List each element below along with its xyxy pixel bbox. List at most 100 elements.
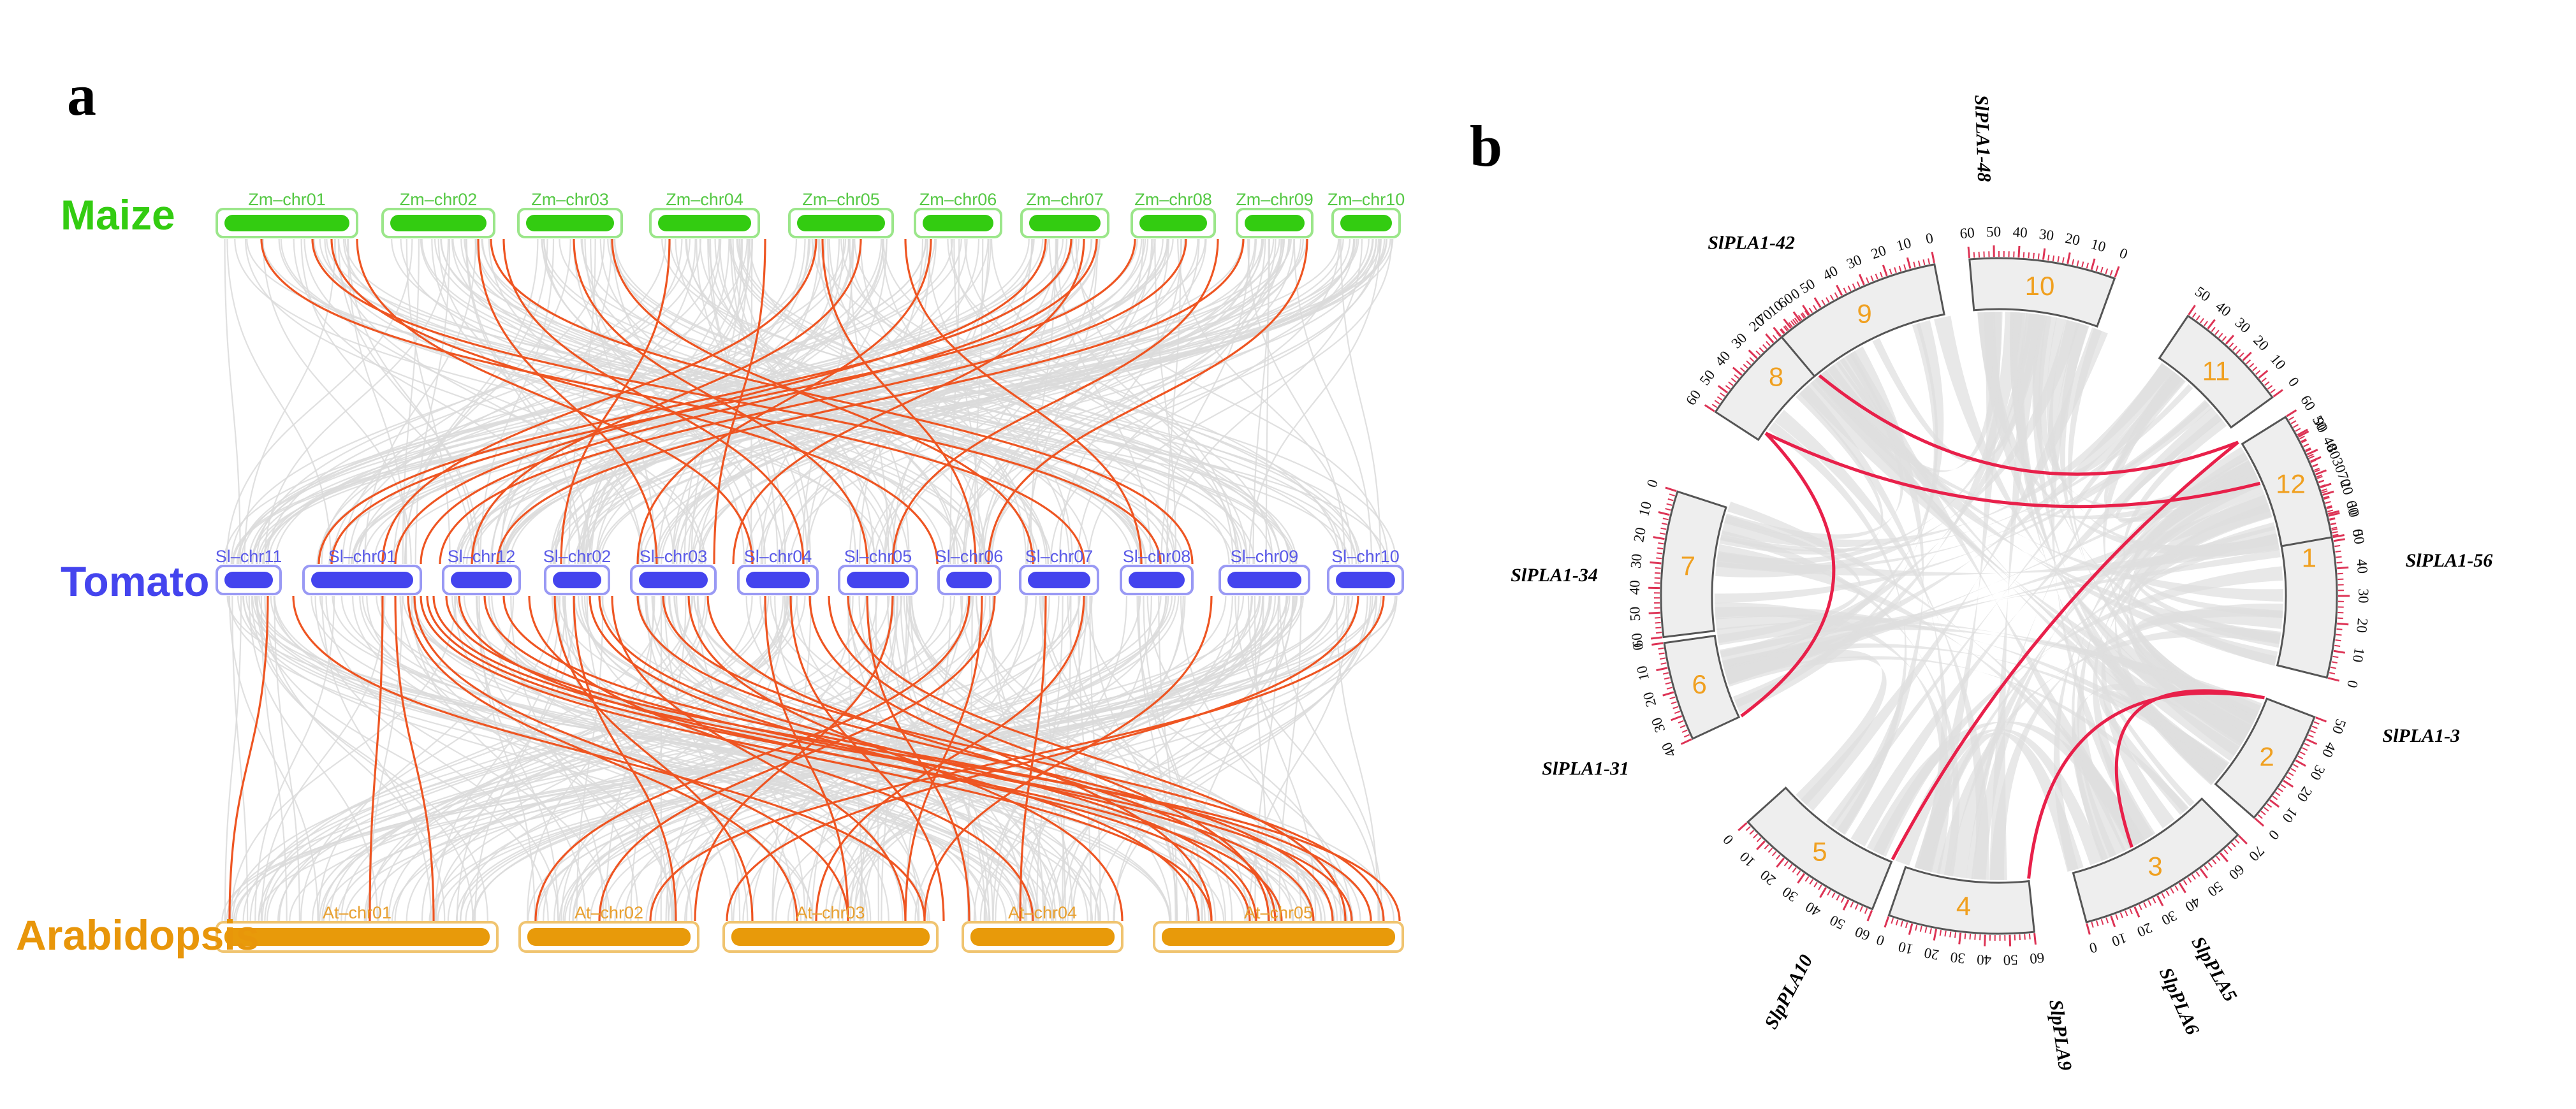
background-link [983, 238, 1169, 565]
tick-mark [2246, 359, 2251, 365]
tick-mark [1866, 910, 1873, 922]
tick-mark [2161, 893, 2165, 899]
tick-mark [2301, 439, 2308, 444]
tick-mark [1665, 508, 1671, 511]
chromosome-label: Zm–chr08 [1134, 190, 1212, 209]
tick-mark [1792, 867, 1797, 873]
tick-mark [1776, 854, 1781, 860]
tick-mark [2183, 880, 2188, 886]
tick-mark [1836, 284, 1843, 296]
tick-mark [2305, 447, 2311, 451]
tomato-arabidopsis-link [1019, 595, 1047, 922]
tick-mark [2100, 918, 2104, 925]
tick-mark [1813, 305, 1817, 311]
chromosome-bar [746, 572, 810, 588]
tick-mark [1743, 363, 1748, 369]
tick-mark [1678, 720, 1684, 724]
background-link [665, 595, 786, 922]
tomato-arabidopsis-link [706, 595, 1277, 922]
tick-mark [2311, 725, 2318, 729]
tick-mark [1827, 890, 1831, 895]
tick-mark [2095, 265, 2099, 272]
tick-mark [1891, 918, 1894, 924]
gene-label: SlPLA1-56 [2406, 550, 2493, 571]
tick-mark [2211, 326, 2216, 333]
chromosome-label: Sl–chr05 [844, 547, 912, 566]
tick-mark [2337, 617, 2343, 620]
background-link [1090, 595, 1178, 922]
tick-label: 20 [2135, 920, 2155, 940]
tick-mark [1864, 908, 1868, 914]
background-link [611, 238, 766, 565]
background-ribbon [1720, 313, 2046, 667]
tick-mark [2325, 501, 2331, 504]
tick-label: 20 [1640, 690, 1660, 709]
tomato-arabidopsis-link [502, 595, 1372, 922]
tick-mark [1762, 344, 1767, 349]
background-link [1075, 238, 1238, 565]
tick-mark [1665, 681, 1671, 685]
background-link [266, 238, 701, 565]
tick-mark [2086, 923, 2091, 935]
chromosome-bar [224, 215, 349, 231]
gene-label: SlPLA1-42 [1708, 233, 1795, 254]
chromosome-label: Sl–chr06 [935, 547, 1004, 566]
background-link [842, 595, 1271, 922]
tick-mark [2327, 510, 2340, 515]
tick-label: 0 [1630, 642, 1646, 651]
tick-label: 60 [2029, 950, 2045, 967]
background-link [313, 238, 1294, 565]
tick-mark [2308, 455, 2315, 460]
background-link [414, 238, 451, 565]
background-link [256, 595, 474, 922]
chromosome-label: At–chr03 [796, 903, 865, 922]
tick-mark [1801, 312, 1806, 318]
chromosome-label: Sl–chr04 [744, 547, 812, 566]
background-link [736, 238, 1282, 565]
background-link [586, 595, 670, 922]
background-ribbon [2126, 503, 2272, 746]
tick-mark [2309, 730, 2316, 734]
tick-mark [2295, 759, 2306, 767]
background-link [988, 238, 1379, 565]
tick-mark [2313, 721, 2320, 725]
tick-mark [2133, 906, 2141, 918]
tomato-arabidopsis-link [789, 595, 945, 922]
tick-mark [1776, 857, 1785, 868]
tick-mark [2086, 263, 2089, 269]
tomato-arabidopsis-link [923, 595, 1213, 922]
chromosome-label: Zm–chr01 [248, 190, 326, 209]
background-ribbon [2032, 314, 2225, 780]
background-ribbon [1840, 351, 2139, 852]
tick-mark [1929, 928, 1932, 934]
tick-mark [2331, 526, 2338, 530]
background-link [1062, 595, 1240, 922]
tomato-arabidopsis-link [292, 595, 926, 922]
maize-tomato-link [490, 238, 1194, 565]
tick-label: 30 [2038, 226, 2055, 243]
background-link [260, 595, 386, 922]
tick-mark [2264, 381, 2270, 386]
background-link [325, 595, 611, 922]
background-link [279, 595, 789, 922]
panel-a-label: a [67, 62, 96, 127]
tick-mark [2148, 900, 2152, 906]
chromosome-bar [797, 215, 885, 231]
tick-mark [1773, 335, 1778, 340]
tick-mark [2302, 747, 2308, 751]
chromosome-bar [1336, 572, 1395, 588]
background-link [1071, 595, 1294, 922]
tick-mark [2214, 330, 2220, 335]
background-link [1158, 595, 1178, 922]
tick-mark [2306, 449, 2318, 456]
chromosome-segment [1968, 257, 2116, 328]
background-link [772, 595, 898, 922]
tick-mark [1739, 367, 1745, 372]
tick-mark [1667, 498, 1674, 502]
tomato-arabidopsis-link [866, 595, 970, 922]
chromosome-label: Sl–chr11 [216, 547, 282, 566]
tick-mark [1681, 729, 1688, 733]
background-link [260, 595, 288, 922]
chromosome-bar [390, 215, 487, 231]
tick-mark [2242, 351, 2252, 361]
